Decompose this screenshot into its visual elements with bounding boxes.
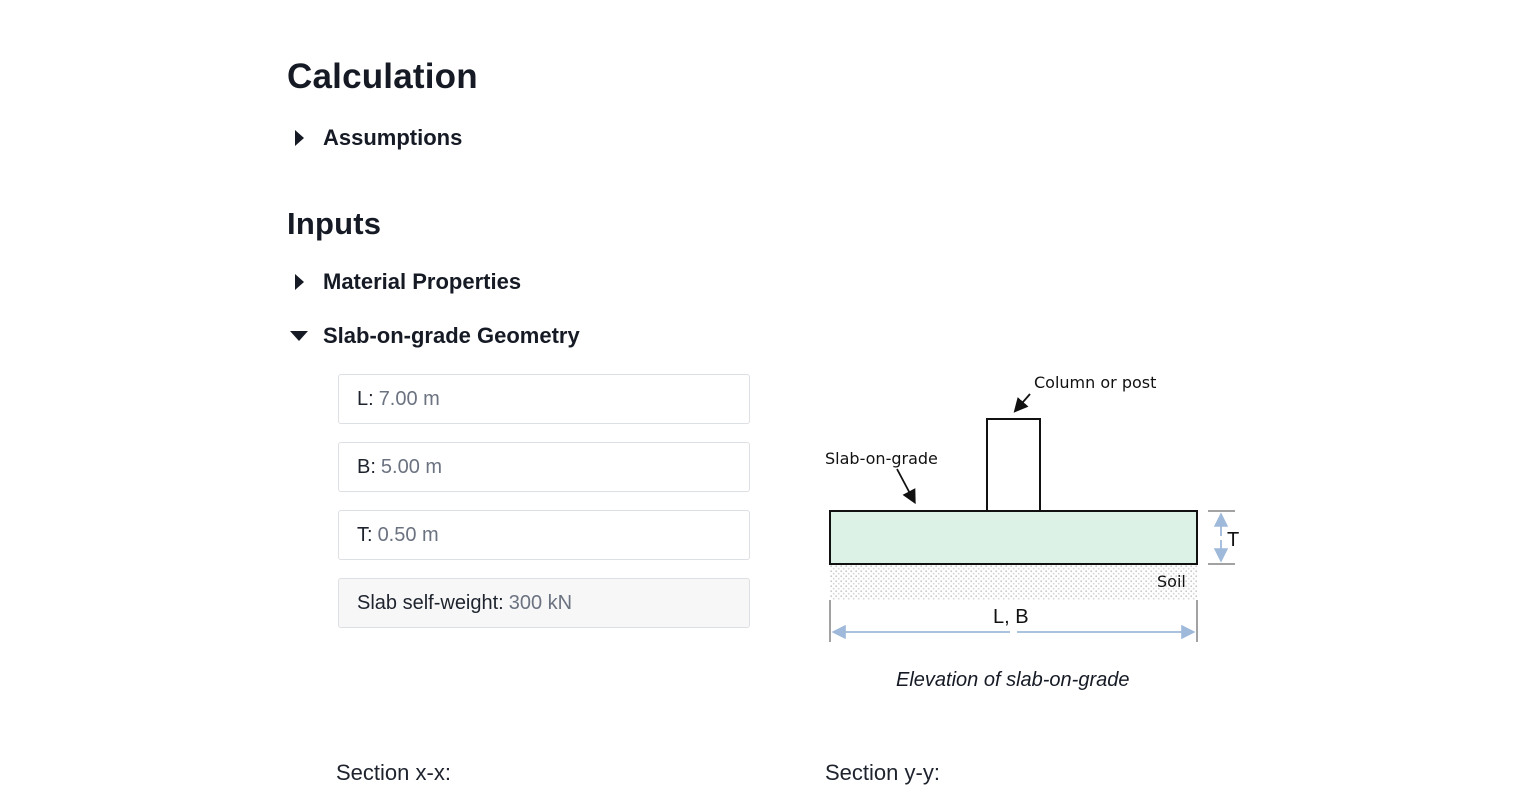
diagram-caption: Elevation of slab-on-grade (896, 669, 1130, 691)
thickness-field[interactable]: T: 0.50 m (338, 510, 750, 560)
thickness-dimension-label: T (1227, 529, 1239, 551)
thickness-field-label: T: (357, 523, 373, 546)
material-properties-label: Material Properties (323, 269, 522, 294)
soil-hatch (830, 564, 1197, 600)
caret-down-icon (287, 324, 311, 348)
caret-right-icon (287, 270, 311, 294)
column-shape (986, 418, 1041, 512)
column-leader-arrow (1013, 393, 1031, 413)
width-field[interactable]: B: 5.00 m (338, 442, 750, 492)
soil-label: Soil (1157, 572, 1186, 591)
inputs-heading: Inputs (287, 206, 382, 241)
width-field-label: B: (357, 455, 376, 478)
slab-shape (829, 510, 1198, 565)
caret-right-icon (287, 126, 311, 150)
thickness-field-value: 0.50 m (377, 523, 439, 546)
slab-elevation-diagram: Column or post Slab-on-grade T Soil L, B (825, 373, 1239, 642)
width-field-value: 5.00 m (380, 455, 443, 478)
calculation-heading: Calculation (287, 57, 478, 96)
slab-geometry-label: Slab-on-grade Geometry (323, 323, 580, 348)
assumptions-toggle[interactable]: Assumptions (287, 122, 462, 154)
slab-leader-arrow (896, 468, 916, 505)
span-dimension-label: L, B (993, 606, 1029, 628)
self-weight-label: Slab self-weight: (357, 591, 504, 614)
length-field-value: 7.00 m (378, 387, 440, 410)
section-x-label: Section x-x: (336, 760, 451, 785)
section-y-label: Section y-y: (825, 760, 940, 785)
column-label: Column or post (1034, 373, 1156, 392)
slab-geometry-toggle[interactable]: Slab-on-grade Geometry (287, 320, 580, 352)
length-field[interactable]: L: 7.00 m (338, 374, 750, 424)
length-field-label: L: (357, 387, 374, 410)
material-properties-toggle[interactable]: Material Properties (287, 266, 521, 298)
slab-label: Slab-on-grade (825, 449, 938, 468)
assumptions-label: Assumptions (323, 125, 463, 150)
self-weight-field: Slab self-weight: 300 kN (338, 578, 750, 628)
self-weight-value: 300 kN (508, 591, 573, 614)
